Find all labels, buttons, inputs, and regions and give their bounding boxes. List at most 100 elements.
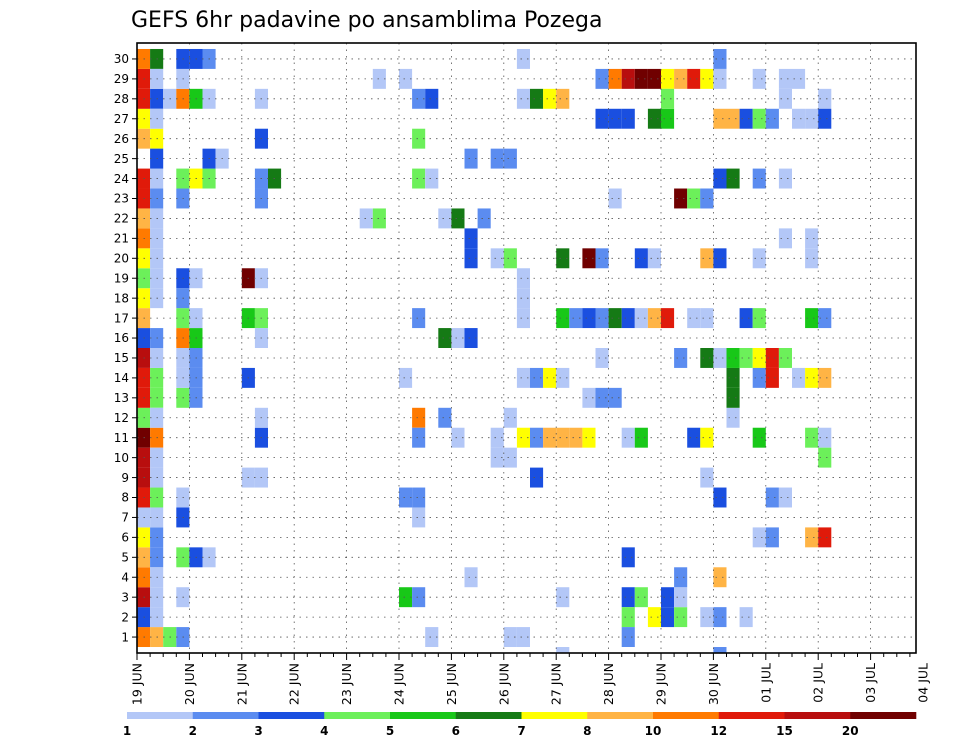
x-tick-label: 01 JUL [758, 663, 773, 703]
heatmap-cell [726, 168, 740, 189]
legend-label: 8 [583, 724, 591, 738]
heatmap-cell [608, 308, 622, 329]
heatmap-cell [661, 308, 675, 329]
heatmap-cell [516, 288, 530, 309]
heatmap-cell [713, 168, 727, 189]
heatmap-cell [818, 447, 832, 468]
heatmap-cell [778, 88, 792, 109]
heatmap-cell [647, 108, 661, 129]
y-tick-label: 6 [121, 531, 129, 545]
heatmap-cell [687, 308, 701, 329]
heatmap-cell [412, 88, 426, 109]
x-tick-label: 19 JUN [130, 663, 145, 705]
heatmap-cell [438, 208, 452, 229]
heatmap-cell [805, 427, 819, 448]
heatmap-cell [778, 487, 792, 508]
heatmap-cell [752, 248, 766, 269]
heatmap-cell [700, 248, 714, 269]
heatmap-cell [634, 248, 648, 269]
heatmap-cell [477, 208, 491, 229]
heatmap-cell [687, 427, 701, 448]
heatmap-cell [595, 348, 609, 368]
x-tick-label: 26 JUN [496, 663, 511, 705]
heatmap-cell [661, 88, 675, 109]
legend-label: 6 [452, 724, 460, 738]
grid-lines [137, 43, 916, 653]
heatmap-cell [556, 427, 570, 448]
heatmap-cell [412, 507, 426, 528]
heatmap-cell [530, 88, 544, 109]
heatmap-cell [805, 527, 819, 548]
heatmap-cell [516, 627, 530, 648]
heatmap-cell [621, 607, 635, 628]
legend-label: 15 [776, 724, 793, 738]
heatmap-cell [451, 427, 465, 448]
heatmap-cell [713, 48, 727, 69]
y-tick-label: 19 [114, 271, 129, 285]
legend-label: 10 [645, 724, 662, 738]
heatmap-cell [530, 367, 544, 388]
y-tick-label: 5 [121, 551, 129, 565]
heatmap-cell [399, 587, 413, 608]
y-tick-label: 22 [114, 212, 129, 226]
heatmap-cell [752, 427, 766, 448]
heatmap-cell [503, 148, 517, 169]
y-tick-label: 28 [114, 92, 129, 106]
heatmap-cell [608, 387, 622, 408]
heatmap-cell [516, 308, 530, 329]
heatmap-cell [412, 128, 426, 149]
heatmap-cell [818, 308, 832, 329]
heatmap-cell [464, 248, 478, 269]
heatmap-cell [674, 587, 688, 608]
heatmap-cell [661, 68, 675, 89]
heatmap-cell [818, 108, 832, 129]
legend-label: 12 [710, 724, 727, 738]
y-tick-label: 7 [121, 511, 129, 525]
x-tick-label: 03 JUL [863, 663, 878, 703]
heatmap-cell [621, 547, 635, 568]
heatmap-cell [530, 427, 544, 448]
legend-label: 5 [386, 724, 394, 738]
heatmap-cell [582, 248, 596, 269]
y-tick-label: 20 [114, 251, 129, 265]
heatmap-cell [569, 308, 583, 329]
heatmap-cell [700, 308, 714, 329]
heatmap-cell [674, 607, 688, 628]
heatmap-cell [792, 367, 806, 388]
heatmap-cell [778, 168, 792, 189]
x-tick-label: 25 JUN [444, 663, 459, 705]
legend-swatch [192, 712, 259, 719]
legend-label: 2 [189, 724, 197, 738]
heatmap-cell [818, 88, 832, 109]
heatmap-cell [739, 348, 753, 368]
heatmap-cell [412, 427, 426, 448]
heatmap-cell [687, 188, 701, 209]
heatmap-cell [700, 467, 714, 488]
heatmap-cell [582, 387, 596, 408]
heatmap-cell [765, 108, 779, 129]
heatmap-cell [451, 328, 465, 348]
y-tick-label: 3 [121, 590, 129, 604]
y-tick-label: 12 [114, 411, 129, 425]
heatmap-cell [556, 647, 570, 653]
heatmap-cell [661, 108, 675, 129]
y-tick-label: 11 [114, 431, 129, 445]
heatmap-cell [595, 108, 609, 129]
heatmap-cell [778, 228, 792, 249]
heatmap-cell [700, 607, 714, 628]
heatmap-cell [739, 607, 753, 628]
heatmap-cell [621, 68, 635, 89]
legend-label: 20 [842, 724, 859, 738]
y-tick-label: 9 [121, 471, 129, 485]
heatmap-cell [778, 68, 792, 89]
heatmap-cell [490, 427, 504, 448]
heatmap-cell [752, 168, 766, 189]
heatmap-cell [647, 607, 661, 628]
heatmap-cell [726, 108, 740, 129]
heatmap-cell [438, 328, 452, 348]
heatmap-cell [516, 48, 530, 69]
y-tick-label: 24 [114, 172, 129, 186]
heatmap-cell [647, 308, 661, 329]
legend-swatch [324, 712, 391, 719]
heatmap-cell [438, 407, 452, 428]
